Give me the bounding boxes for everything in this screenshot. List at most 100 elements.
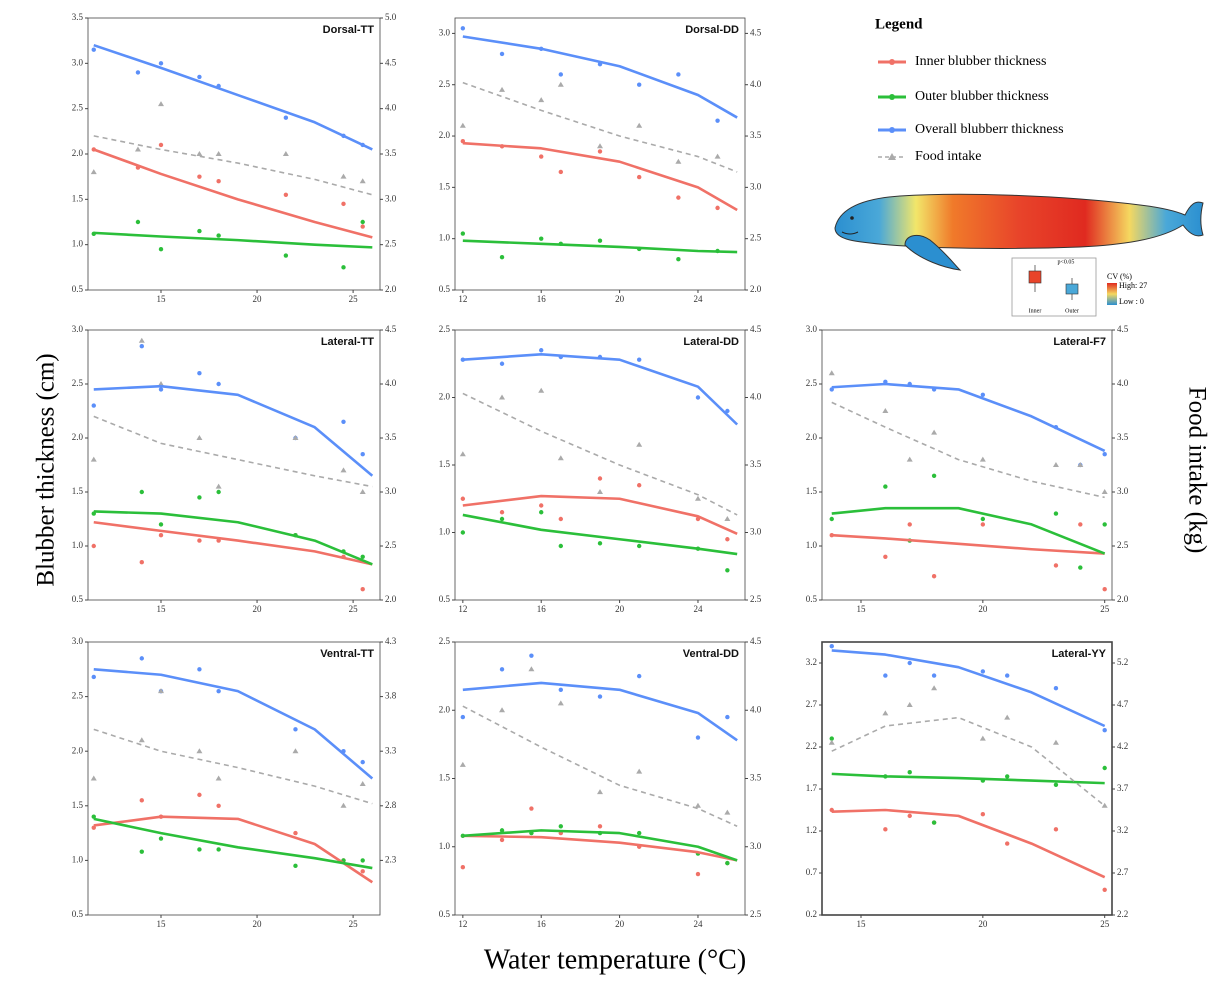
food-trend — [462, 81, 738, 173]
data-point — [597, 541, 603, 546]
food-point — [282, 151, 289, 156]
y-tick-label: 1.0 — [72, 854, 84, 864]
fit-line — [462, 35, 738, 119]
y2-tick-label: 3.2 — [1117, 825, 1128, 835]
y-axis-title: Blubber thickness (cm) — [33, 353, 60, 586]
panel: 0.5 1.0 1.5 2.0 2.5 3.0 2.0 2.5 3.0 3.5 4.0 4.5 15 20… — [72, 324, 397, 614]
cv-title: CV (%) — [1107, 272, 1132, 281]
x-tick-label: 20 — [253, 604, 263, 614]
plot-frame — [87, 329, 381, 601]
panel-title: Lateral-DD — [683, 336, 739, 348]
fit-line — [93, 231, 373, 249]
food-point — [359, 489, 366, 494]
data-point — [135, 70, 141, 75]
legend-label: Overall blubberr thickness — [915, 122, 1064, 137]
data-point — [460, 231, 466, 236]
data-point — [725, 568, 730, 573]
data-point — [91, 47, 96, 52]
data-point — [1053, 827, 1059, 832]
data-point — [715, 118, 720, 123]
fit-line — [462, 353, 739, 426]
food-point — [215, 483, 222, 489]
panel: 0.5 1.0 1.5 2.0 2.5 3.0 2.3 2.8 3.3 3.8 4.3 15 20 25 V… — [72, 636, 397, 929]
data-point — [636, 543, 642, 549]
data-point — [197, 495, 202, 500]
y2-tick-label: 4.0 — [750, 79, 762, 89]
y2-tick-label: 3.5 — [750, 459, 762, 469]
panel-title: Dorsal-TT — [323, 24, 375, 36]
fit-line — [831, 772, 1105, 785]
y-tick-label: 1.5 — [72, 800, 84, 810]
y2-tick-label: 3.0 — [750, 181, 762, 191]
data-point — [931, 473, 937, 478]
data-point — [725, 860, 730, 866]
data-point — [883, 673, 888, 678]
fit-line — [831, 506, 1106, 555]
food-point — [158, 381, 164, 386]
y2-tick-label: 4.0 — [750, 392, 762, 402]
y-tick-label: 1.0 — [72, 540, 84, 550]
y-tick-label: 3.2 — [806, 657, 817, 667]
data-point — [1053, 511, 1059, 516]
data-point — [197, 371, 202, 376]
data-point — [197, 74, 202, 80]
fit-line — [93, 43, 373, 151]
food-point — [359, 178, 366, 184]
fit-line — [462, 141, 738, 212]
food-point — [1101, 802, 1108, 808]
y2-tick-label: 3.5 — [385, 432, 397, 442]
y-tick-label: 2.0 — [72, 745, 84, 755]
food-point — [882, 408, 889, 413]
y-tick-label: 2.0 — [806, 432, 818, 442]
x-tick-label: 20 — [615, 604, 625, 614]
food-point — [359, 780, 366, 786]
food-point — [499, 394, 506, 400]
y2-tick-label: 3.5 — [1117, 432, 1129, 442]
fit-line — [462, 239, 738, 254]
data-point — [695, 871, 701, 877]
x-tick-label: 16 — [537, 919, 547, 929]
food-point — [597, 143, 603, 149]
y-tick-label: 3.0 — [72, 636, 84, 646]
data-point — [1102, 522, 1107, 527]
x-tick-label: 20 — [253, 294, 263, 304]
food-point — [724, 516, 731, 521]
y2-tick-label: 2.0 — [1117, 594, 1129, 604]
y2-tick-label: 2.5 — [385, 540, 397, 550]
data-point — [91, 543, 96, 549]
data-point — [158, 142, 164, 148]
food-point — [459, 451, 466, 457]
data-point — [91, 403, 96, 408]
food-point — [1077, 462, 1084, 467]
data-point — [1102, 452, 1107, 457]
food-trend — [93, 415, 373, 488]
data-point — [197, 228, 202, 234]
food-point — [196, 748, 203, 754]
legend-label: Outer blubber thickness — [915, 89, 1049, 104]
x-tick-label: 24 — [693, 604, 703, 614]
y-tick-label: 2.0 — [72, 432, 84, 442]
data-point — [499, 254, 505, 260]
y2-tick-label: 4.5 — [750, 636, 762, 646]
y-tick-label: 2.5 — [806, 378, 818, 388]
fit-line — [831, 649, 1106, 728]
data-point — [216, 233, 221, 238]
data-point — [636, 830, 642, 836]
data-point — [1078, 522, 1083, 527]
data-point — [1078, 565, 1083, 570]
data-point — [931, 574, 937, 579]
data-point — [1053, 563, 1059, 568]
fit-line — [831, 808, 1106, 879]
y2-tick-label: 3.5 — [385, 148, 397, 158]
food-point — [557, 81, 564, 87]
legend-label: Inner blubber thickness — [915, 54, 1046, 69]
data-point — [139, 798, 144, 803]
food-trend — [93, 135, 373, 196]
food-point — [90, 775, 97, 781]
data-point — [460, 865, 466, 870]
data-point — [158, 247, 164, 252]
data-point — [216, 803, 221, 808]
y-tick-label: 1.5 — [439, 181, 451, 191]
data-point — [283, 192, 289, 197]
y-tick-label: 1.0 — [439, 233, 451, 243]
